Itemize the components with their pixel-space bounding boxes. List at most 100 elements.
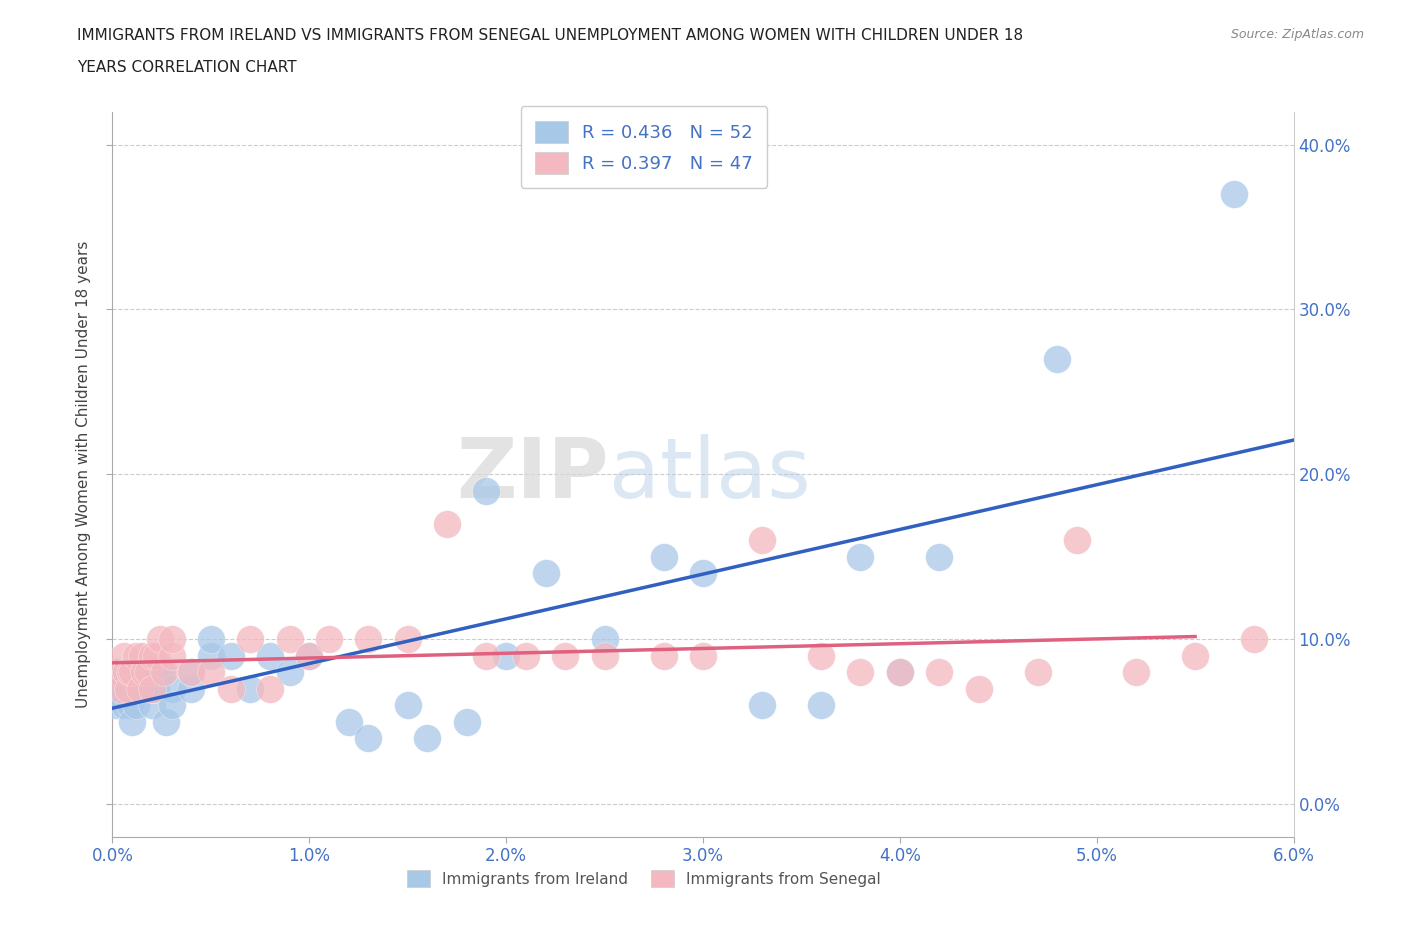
Point <box>127 681 149 696</box>
Point <box>495 648 517 663</box>
Point <box>298 648 321 663</box>
Point <box>337 714 360 729</box>
Point <box>534 565 557 580</box>
Point <box>259 681 281 696</box>
Point <box>129 681 152 696</box>
Point <box>849 550 872 565</box>
Point <box>475 484 498 498</box>
Point <box>1046 352 1069 366</box>
Point <box>219 681 242 696</box>
Point <box>135 665 157 680</box>
Point <box>180 681 202 696</box>
Point <box>105 698 128 712</box>
Point <box>515 648 537 663</box>
Point <box>131 681 153 696</box>
Point <box>160 681 183 696</box>
Point <box>928 665 950 680</box>
Point <box>1243 631 1265 646</box>
Point <box>278 631 301 646</box>
Text: atlas: atlas <box>609 433 810 515</box>
Point <box>849 665 872 680</box>
Point <box>239 681 262 696</box>
Point <box>692 648 714 663</box>
Point <box>475 648 498 663</box>
Point <box>145 648 167 663</box>
Point <box>150 665 173 680</box>
Point <box>200 631 222 646</box>
Point <box>112 648 135 663</box>
Point <box>396 631 419 646</box>
Point <box>751 533 773 548</box>
Point <box>652 648 675 663</box>
Point <box>298 648 321 663</box>
Text: YEARS CORRELATION CHART: YEARS CORRELATION CHART <box>77 60 297 75</box>
Point <box>259 648 281 663</box>
Point <box>278 665 301 680</box>
Point <box>141 681 163 696</box>
Y-axis label: Unemployment Among Women with Children Under 18 years: Unemployment Among Women with Children U… <box>76 241 91 708</box>
Point <box>152 665 174 680</box>
Point <box>416 731 439 746</box>
Point <box>115 665 138 680</box>
Point <box>554 648 576 663</box>
Point <box>155 714 177 729</box>
Point <box>200 648 222 663</box>
Point <box>120 698 142 712</box>
Point <box>110 681 132 696</box>
Point <box>160 648 183 663</box>
Point <box>110 665 132 680</box>
Point <box>121 714 143 729</box>
Point <box>396 698 419 712</box>
Point <box>692 565 714 580</box>
Point <box>357 631 380 646</box>
Point <box>132 665 155 680</box>
Point <box>115 665 138 680</box>
Point <box>146 665 169 680</box>
Point <box>112 698 135 712</box>
Legend: Immigrants from Ireland, Immigrants from Senegal: Immigrants from Ireland, Immigrants from… <box>399 863 889 895</box>
Point <box>239 631 262 646</box>
Point <box>149 631 172 646</box>
Point <box>180 665 202 680</box>
Text: ZIP: ZIP <box>456 433 609 515</box>
Point <box>160 631 183 646</box>
Point <box>111 681 134 696</box>
Point <box>928 550 950 565</box>
Text: IMMIGRANTS FROM IRELAND VS IMMIGRANTS FROM SENEGAL UNEMPLOYMENT AMONG WOMEN WITH: IMMIGRANTS FROM IRELAND VS IMMIGRANTS FR… <box>77 28 1024 43</box>
Point <box>593 648 616 663</box>
Point <box>180 665 202 680</box>
Point <box>117 681 139 696</box>
Point <box>1066 533 1088 548</box>
Point <box>141 698 163 712</box>
Point <box>117 681 139 696</box>
Point <box>1184 648 1206 663</box>
Point <box>456 714 478 729</box>
Text: Source: ZipAtlas.com: Source: ZipAtlas.com <box>1230 28 1364 41</box>
Point <box>810 648 832 663</box>
Point <box>751 698 773 712</box>
Point <box>160 698 183 712</box>
Point <box>121 665 143 680</box>
Point <box>141 681 163 696</box>
Point <box>593 631 616 646</box>
Point <box>136 665 159 680</box>
Point <box>145 681 167 696</box>
Point <box>107 681 129 696</box>
Point <box>219 648 242 663</box>
Point <box>129 681 152 696</box>
Point <box>105 665 128 680</box>
Point <box>132 681 155 696</box>
Point <box>889 665 911 680</box>
Point <box>1223 187 1246 202</box>
Point <box>125 698 148 712</box>
Point <box>967 681 990 696</box>
Point <box>141 648 163 663</box>
Point <box>120 665 142 680</box>
Point <box>318 631 340 646</box>
Point <box>436 516 458 531</box>
Point <box>1125 665 1147 680</box>
Point <box>889 665 911 680</box>
Point <box>357 731 380 746</box>
Point <box>131 648 153 663</box>
Point <box>125 648 148 663</box>
